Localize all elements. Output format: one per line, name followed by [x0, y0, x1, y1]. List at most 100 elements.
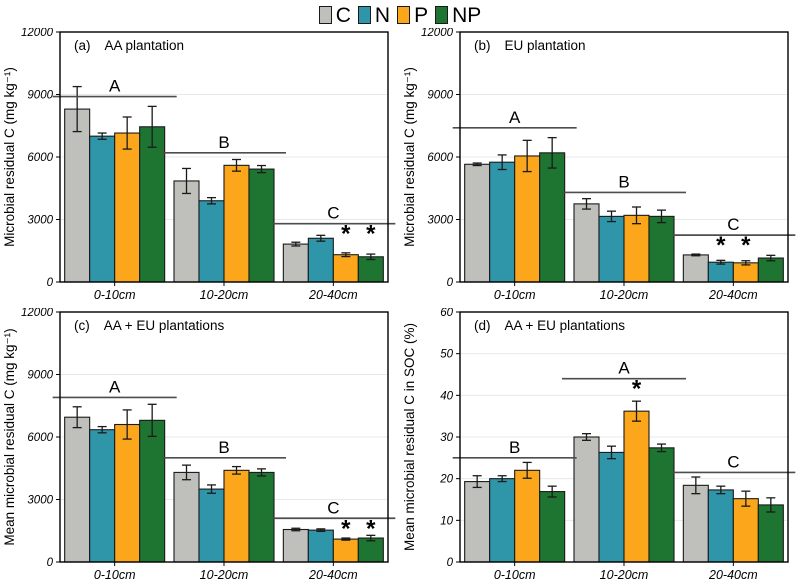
x-category-label: 0-10cm: [494, 288, 536, 302]
bar-P-0-10cm: [514, 469, 541, 563]
bar-N-20-40cm: [707, 261, 734, 283]
bar-P-0-10cm: [114, 423, 141, 563]
x-category-label: 20-40cm: [708, 288, 758, 302]
bar-C-10-20cm: [573, 203, 600, 283]
x-category-label: 10-20cm: [600, 568, 649, 582]
y-tick-label: 10: [440, 515, 453, 527]
bar-P-10-20cm: [223, 469, 250, 563]
bar-NP-10-20cm: [248, 471, 275, 563]
significance-asterisk: *: [341, 221, 351, 248]
bar-NP-10-20cm: [648, 215, 675, 283]
bar-N-10-20cm: [198, 488, 225, 563]
panel-title-text: AA plantation: [105, 38, 185, 53]
panel-letter: (c): [74, 318, 90, 333]
y-tick-label: 30: [440, 432, 453, 444]
bar-N-0-10cm: [89, 135, 116, 283]
bar-NP-0-10cm: [139, 126, 166, 283]
bar-P-20-40cm: [732, 262, 759, 283]
legend-label: N: [374, 3, 391, 27]
x-category-label: 0-10cm: [94, 568, 136, 582]
bar-P-20-40cm: [732, 498, 759, 563]
y-tick-label: 60: [440, 308, 453, 319]
bar-N-10-20cm: [198, 200, 225, 283]
significance-asterisk: *: [716, 232, 726, 259]
bar-C-20-40cm: [282, 528, 309, 563]
y-tick-label: 0: [47, 277, 54, 289]
panel-letter: (b): [474, 38, 491, 53]
bar-C-0-10cm: [464, 163, 491, 283]
y-tick-label: 9000: [27, 90, 53, 102]
significance-asterisk: *: [341, 515, 351, 542]
significance-letter: B: [218, 438, 229, 457]
y-tick-label: 6000: [27, 432, 53, 444]
significance-letter: B: [509, 438, 520, 457]
panel-letter: (a): [74, 38, 91, 53]
panel-b-eu-plantation: A B C * * 0 3000 6000 9000 12000 0-10cm 10-20cm 20-4…: [400, 27, 800, 308]
legend-swatch-P: [397, 6, 411, 24]
significance-asterisk: *: [632, 376, 642, 403]
panel-title: (a) AA plantation: [74, 38, 184, 53]
bar-N-10-20cm: [598, 451, 625, 563]
x-category-label: 20-40cm: [708, 568, 758, 582]
legend-swatch-NP: [435, 6, 449, 24]
bar-NP-0-10cm: [139, 419, 166, 563]
significance-letter: C: [727, 215, 739, 234]
significance-letter: B: [618, 172, 629, 191]
bar-N-0-10cm: [489, 478, 516, 563]
x-category-label: 0-10cm: [494, 568, 536, 582]
bar-P-20-40cm: [332, 254, 359, 283]
legend-label: C: [335, 3, 351, 27]
bar-C-0-10cm: [464, 481, 491, 563]
bar-P-10-20cm: [223, 164, 250, 283]
legend-label: NP: [452, 3, 482, 27]
legend-item-NP: NP: [435, 5, 481, 26]
y-tick-label: 6000: [427, 152, 453, 164]
legend-item-C: C: [318, 3, 351, 27]
panel-a-aa-plantation: A B C * * 0 3000 6000 9000 12000 0-10cm 10-20cm 20-4…: [0, 27, 400, 308]
panel-d-chart: B A* C 0 10 20 30 40 50 60 0-10cm 10-20cm 20-40cm (d)…: [402, 307, 796, 582]
legend-swatch-C: [318, 6, 332, 24]
y-tick-label: 50: [440, 349, 453, 361]
treatment-legend: C N P NP: [0, 2, 800, 28]
panel-title: (d) AA + EU plantations: [474, 318, 625, 333]
bar-C-10-20cm: [173, 180, 200, 283]
y-tick-label: 6000: [27, 152, 53, 164]
significance-asterisk: *: [366, 221, 376, 248]
bar-C-0-10cm: [64, 416, 91, 563]
panel-title: (b) EU plantation: [474, 38, 586, 53]
y-axis-title: Microbial residual C (mg kg⁻¹): [402, 67, 417, 247]
panel-b-chart: A B C* * 0 3000 6000 9000 12000 0-10cm 10-20cm 20-4…: [402, 27, 796, 302]
panel-title-text: EU plantation: [505, 38, 586, 53]
y-tick-label: 12000: [421, 28, 454, 39]
y-axis-title: Microbial residual C (mg kg⁻¹): [2, 67, 17, 247]
significance-letter: B: [218, 133, 229, 152]
panel-title-text: AA + EU plantations: [505, 318, 626, 333]
significance-letter: A: [509, 108, 521, 127]
bar-P-0-10cm: [514, 155, 541, 283]
bar-P-10-20cm: [623, 410, 650, 563]
significance-asterisk: *: [366, 515, 376, 542]
panel-d-aa-eu-plantations: B A * C 0 10 20 30 40 50 60 0-10cm 10-20cm 20-40cm (d)…: [400, 307, 800, 588]
bar-C-10-20cm: [573, 436, 600, 563]
bar-C-20-40cm: [682, 484, 709, 563]
bar-NP-10-20cm: [248, 168, 275, 283]
bar-C-0-10cm: [64, 108, 91, 283]
x-category-label: 10-20cm: [600, 288, 649, 302]
x-category-label: 10-20cm: [200, 288, 249, 302]
bar-NP-20-40cm: [357, 256, 384, 283]
bar-N-20-40cm: [307, 237, 334, 283]
bar-P-0-10cm: [114, 132, 141, 283]
significance-asterisk: *: [741, 232, 751, 259]
significance-letter: A: [618, 359, 630, 378]
y-tick-label: 40: [440, 390, 453, 402]
bar-P-10-20cm: [623, 214, 650, 283]
significance-letter: A: [109, 77, 121, 96]
y-tick-label: 9000: [27, 370, 53, 382]
x-category-label: 20-40cm: [308, 568, 358, 582]
legend-label: P: [414, 3, 429, 27]
bar-N-20-40cm: [707, 489, 734, 563]
bar-C-10-20cm: [173, 471, 200, 563]
